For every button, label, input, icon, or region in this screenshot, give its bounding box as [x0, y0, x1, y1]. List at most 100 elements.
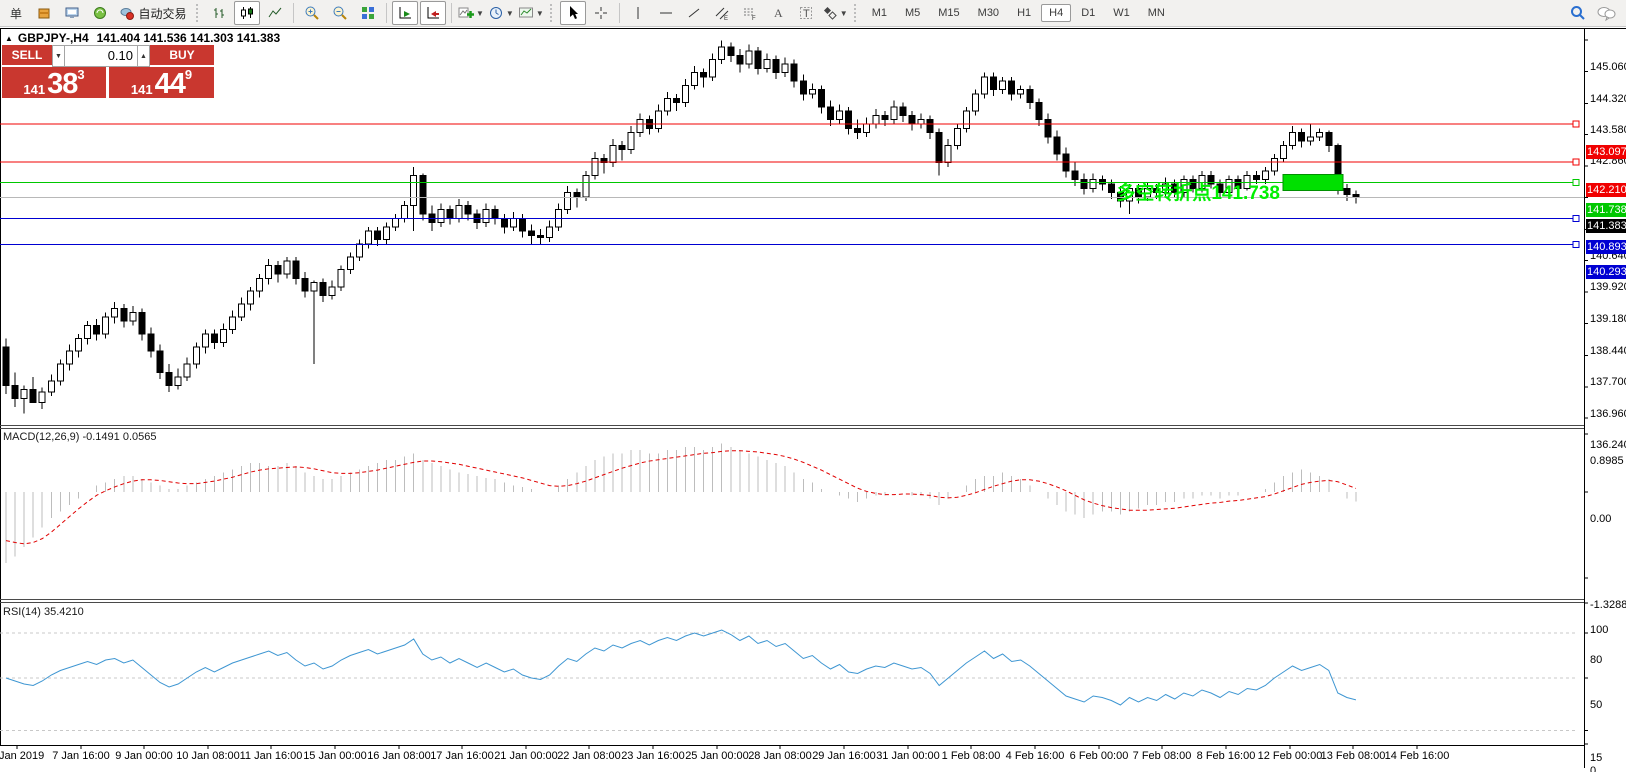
toolbar-grip[interactable] [196, 4, 201, 22]
candle-bullish [564, 192, 572, 211]
candle-bullish [980, 76, 988, 95]
candle-bullish [1162, 183, 1170, 194]
cursor-button[interactable] [559, 1, 586, 25]
candle-bearish [2, 346, 10, 386]
bar-chart-button[interactable] [206, 1, 232, 25]
candle-bearish [1107, 183, 1115, 194]
arrows-button[interactable]: ▼ [821, 1, 849, 25]
fibonacci-button[interactable]: F [737, 1, 763, 25]
ohlc-readout: 141.404 141.536 141.303 141.383 [96, 31, 281, 45]
sell-price-prefix: 141 [23, 82, 46, 97]
candle-bullish [944, 144, 952, 164]
rsi-indicator-label: RSI(14) 35.4210 [3, 606, 84, 618]
symbol-collapse-icon[interactable]: ▲ [5, 33, 13, 43]
candle-bullish [401, 204, 409, 219]
candle-bullish [256, 277, 264, 292]
candle-bearish [138, 312, 146, 335]
chat-button[interactable] [1593, 1, 1619, 25]
candle-bearish [1234, 179, 1242, 189]
tile-windows-button[interactable] [355, 1, 381, 25]
candle-bearish [1026, 89, 1034, 104]
candle-bullish [247, 290, 255, 305]
sell-price-big: 38 [47, 68, 78, 100]
buy-price-button[interactable]: 141 44 9 [109, 67, 214, 99]
line-chart-button[interactable] [262, 1, 288, 25]
candle-bearish [854, 127, 862, 134]
toolbar: 单 自动交易 ▼ ▼ ▼ E F A T ▼ M1 M [0, 0, 1626, 27]
vertical-line-button[interactable] [625, 1, 651, 25]
candle-bullish [1225, 179, 1233, 194]
toolbar-right [1564, 1, 1620, 25]
timeframe-button-h1[interactable]: H1 [1017, 7, 1032, 19]
candle-bearish [11, 384, 19, 399]
signals-button[interactable] [87, 1, 113, 25]
candle-bearish [790, 63, 798, 82]
candle-bullish [953, 127, 961, 146]
horizontal-line-button[interactable] [653, 1, 679, 25]
zoom-out-icon [332, 5, 348, 21]
chart-shift-button[interactable] [420, 1, 446, 25]
zoom-in-icon [304, 5, 320, 21]
candle-bearish [1008, 80, 1016, 95]
auto-scroll-icon [397, 5, 413, 21]
template-icon [518, 5, 534, 21]
pivot-highlight-box [1282, 173, 1344, 191]
timeframe-button-m15[interactable]: M15 [938, 7, 960, 19]
toolbar-separator [386, 3, 387, 23]
candle-bullish [763, 59, 771, 69]
equidistant-channel-button[interactable]: E [709, 1, 735, 25]
timeframe-button-h4[interactable]: H4 [1041, 4, 1072, 22]
toolbar-grip[interactable] [853, 4, 859, 22]
volume-input[interactable]: 0.10 [65, 45, 137, 67]
candle-bearish [1298, 132, 1306, 142]
crosshair-button[interactable] [588, 1, 614, 25]
volume-decrease-button[interactable]: ▼ [52, 45, 65, 67]
search-button[interactable] [1565, 1, 1591, 25]
timeframe-button-m5[interactable]: M5 [904, 7, 921, 19]
new-order-button[interactable]: 单 [3, 1, 29, 25]
svg-text:T: T [803, 8, 810, 20]
candle-bullish [1017, 89, 1025, 95]
candle-bullish [437, 209, 445, 224]
candle-bearish [672, 97, 680, 104]
trendline-button[interactable] [681, 1, 707, 25]
periods-button[interactable]: ▼ [487, 1, 515, 25]
chart-canvas[interactable] [0, 28, 1626, 768]
buy-button[interactable]: BUY [150, 45, 214, 67]
trendline-icon [686, 5, 702, 21]
candle-bullish [47, 380, 55, 393]
toolbar-grip[interactable] [549, 4, 555, 22]
text-button[interactable]: A [765, 1, 791, 25]
timeframe-button-w1[interactable]: W1 [1113, 7, 1130, 19]
charts-button[interactable] [59, 1, 85, 25]
market-button[interactable] [31, 1, 57, 25]
candle-bearish [156, 350, 164, 374]
candle-bearish [500, 217, 508, 228]
candle-bearish [1207, 174, 1215, 185]
candle-bullish [383, 226, 391, 241]
candle-bearish [1135, 187, 1142, 198]
zoom-out-button[interactable] [327, 1, 353, 25]
new-chart-button[interactable]: ▼ [457, 1, 485, 25]
candle-bearish [1071, 170, 1079, 181]
sell-button[interactable]: SELL [2, 45, 52, 67]
sell-price-button[interactable]: 141 38 3 [2, 67, 106, 100]
timeframe-button-mn[interactable]: MN [1147, 7, 1165, 19]
horizontal-line-icon [658, 5, 674, 21]
auto-trading-button[interactable]: 自动交易 [115, 1, 191, 25]
candle-bullish [482, 209, 490, 224]
timeframe-button-m1[interactable]: M1 [871, 7, 887, 19]
volume-increase-button[interactable]: ▲ [137, 45, 150, 67]
zoom-in-button[interactable] [299, 1, 325, 25]
timeframe-button-d1[interactable]: D1 [1081, 7, 1096, 19]
text-label-button[interactable]: T [793, 1, 819, 25]
candle-bearish [1044, 119, 1052, 138]
candle-bullish [56, 363, 64, 382]
candle-bullish [1144, 187, 1152, 198]
timeframe-button-m30[interactable]: M30 [977, 7, 1000, 19]
candle-bearish [700, 72, 708, 78]
candlestick-chart-button[interactable] [234, 1, 260, 25]
templates-button[interactable]: ▼ [517, 1, 545, 25]
candle-bearish [210, 333, 218, 344]
auto-scroll-button[interactable] [392, 1, 418, 25]
